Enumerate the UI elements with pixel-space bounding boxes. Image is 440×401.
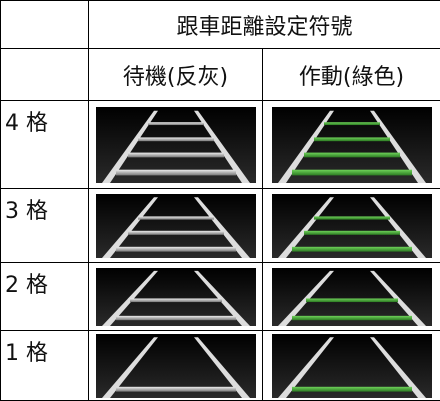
icon-cell — [89, 189, 263, 263]
corner-cell — [1, 49, 89, 101]
row-label: 1 格 — [1, 331, 89, 401]
column-header: 待機(反灰) — [89, 49, 263, 101]
row-label: 4 格 — [1, 101, 89, 189]
row-label: 3 格 — [1, 189, 89, 263]
active-icon — [272, 334, 432, 398]
corner-cell — [1, 1, 89, 49]
icon-cell — [89, 263, 263, 331]
active-icon — [272, 194, 432, 258]
standby-icon — [96, 107, 256, 183]
standby-icon — [96, 334, 256, 398]
icon-cell — [263, 101, 440, 189]
standby-icon — [96, 194, 256, 258]
icon-cell — [89, 101, 263, 189]
column-header: 作動(綠色) — [263, 49, 440, 101]
icon-cell — [263, 331, 440, 401]
active-icon — [272, 107, 432, 183]
active-icon — [272, 268, 432, 326]
icon-cell — [263, 263, 440, 331]
standby-icon — [96, 268, 256, 326]
icon-cell — [263, 189, 440, 263]
row-label: 2 格 — [1, 263, 89, 331]
icon-cell — [89, 331, 263, 401]
table-title: 跟車距離設定符號 — [89, 1, 440, 49]
